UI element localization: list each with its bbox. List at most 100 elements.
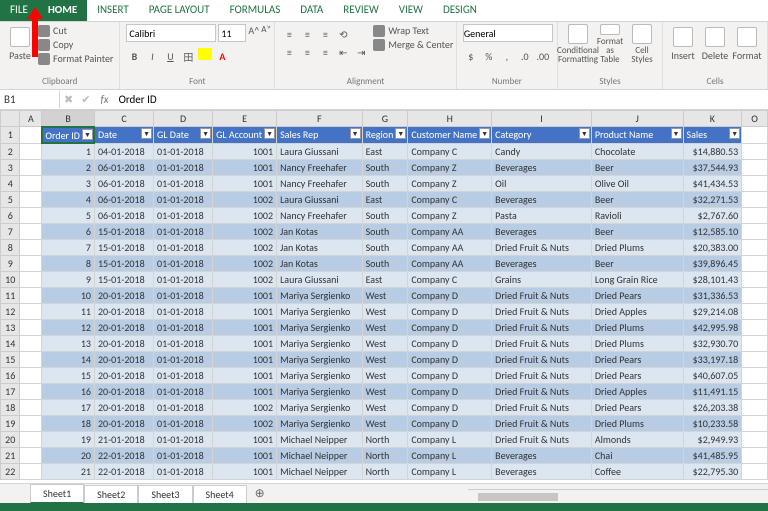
conditional-formatting-button[interactable]: Conditional Formatting: [564, 24, 592, 64]
filter-dropdown-icon[interactable]: ▼: [729, 128, 740, 139]
table-cell[interactable]: $39,896.45: [683, 255, 742, 271]
filter-dropdown-icon[interactable]: ▼: [350, 128, 361, 139]
table-cell[interactable]: 20-01-2018: [94, 399, 153, 415]
table-cell[interactable]: Mariya Sergienko: [277, 319, 362, 335]
table-cell[interactable]: 01-01-2018: [154, 239, 213, 255]
table-cell[interactable]: Chai: [591, 479, 683, 480]
row-header[interactable]: 15: [1, 351, 20, 367]
table-cell[interactable]: 01-01-2018: [154, 207, 213, 223]
cancel-formula-button[interactable]: ✖: [60, 93, 77, 106]
table-cell[interactable]: Dried Fruit & Nuts: [492, 351, 592, 367]
table-cell[interactable]: $2,949.93: [683, 431, 742, 447]
sheet-tab[interactable]: Sheet2: [84, 485, 138, 503]
table-cell[interactable]: Dried Fruit & Nuts: [492, 415, 592, 431]
table-cell[interactable]: 01-01-2018: [154, 143, 213, 159]
table-cell[interactable]: Beverages: [492, 159, 592, 175]
table-header-cell[interactable]: Product Name▼: [591, 127, 683, 144]
table-cell[interactable]: Dried Fruit & Nuts: [492, 383, 592, 399]
align-bottom-button[interactable]: ≡: [317, 26, 333, 42]
table-cell[interactable]: Dried Fruit & Nuts: [492, 335, 592, 351]
table-cell[interactable]: 20-01-2018: [94, 351, 153, 367]
row-header[interactable]: 13: [1, 319, 20, 335]
table-cell[interactable]: 01-01-2018: [154, 351, 213, 367]
table-cell[interactable]: East: [362, 271, 408, 287]
sheet-tab[interactable]: Sheet4: [193, 485, 247, 503]
table-cell[interactable]: 6: [42, 223, 95, 239]
table-cell[interactable]: 01-01-2018: [154, 159, 213, 175]
table-cell[interactable]: 01-01-2018: [154, 271, 213, 287]
table-cell[interactable]: Company Z: [408, 207, 492, 223]
table-cell[interactable]: 15-01-2018: [94, 271, 153, 287]
table-cell[interactable]: Beverages: [492, 447, 592, 463]
filter-dropdown-icon[interactable]: ▼: [200, 128, 211, 139]
table-header-cell[interactable]: Date▼: [94, 127, 153, 144]
table-cell[interactable]: 01-01-2018: [154, 191, 213, 207]
table-cell[interactable]: Nancy Freehafer: [277, 207, 362, 223]
table-cell[interactable]: $21,649.93: [683, 479, 742, 480]
grow-font-button[interactable]: A^: [248, 24, 259, 42]
row-header[interactable]: 2: [1, 143, 20, 159]
table-cell[interactable]: 4: [42, 191, 95, 207]
table-cell[interactable]: 1001: [213, 447, 277, 463]
table-cell[interactable]: Company L: [408, 447, 492, 463]
table-header-cell[interactable]: GL Date▼: [154, 127, 213, 144]
number-format-select[interactable]: [463, 24, 553, 42]
tab-page-layout[interactable]: PAGE LAYOUT: [139, 0, 220, 21]
row-header[interactable]: 3: [1, 159, 20, 175]
table-cell[interactable]: Company Z: [408, 175, 492, 191]
table-cell[interactable]: 1002: [213, 239, 277, 255]
table-cell[interactable]: Nancy Freehafer: [277, 159, 362, 175]
table-cell[interactable]: Company D: [408, 383, 492, 399]
table-cell[interactable]: 18: [42, 415, 95, 431]
table-cell[interactable]: Laura Giussani: [277, 191, 362, 207]
add-sheet-button[interactable]: ⊕: [251, 485, 269, 503]
row-header[interactable]: 20: [1, 431, 20, 447]
table-cell[interactable]: Ravioli: [591, 207, 683, 223]
table-cell[interactable]: 16: [42, 383, 95, 399]
table-header-cell[interactable]: Order ID▼: [42, 127, 95, 144]
table-cell[interactable]: 1001: [213, 159, 277, 175]
table-cell[interactable]: Beverages: [492, 191, 592, 207]
italic-button[interactable]: I: [144, 48, 160, 64]
row-header[interactable]: 1: [1, 127, 20, 144]
table-cell[interactable]: Dried Pears: [591, 351, 683, 367]
table-cell[interactable]: $31,336.53: [683, 287, 742, 303]
table-cell[interactable]: 5: [42, 207, 95, 223]
tab-review[interactable]: REVIEW: [333, 0, 389, 21]
filter-dropdown-icon[interactable]: ▼: [579, 128, 590, 139]
fill-color-button[interactable]: [198, 48, 212, 60]
table-cell[interactable]: Beer: [591, 159, 683, 175]
table-cell[interactable]: $20,383.00: [683, 239, 742, 255]
row-header[interactable]: 4: [1, 175, 20, 191]
table-cell[interactable]: $32,271.53: [683, 191, 742, 207]
comma-button[interactable]: ,: [499, 48, 515, 64]
table-cell[interactable]: 01-01-2018: [154, 255, 213, 271]
delete-cells-button[interactable]: Delete: [701, 24, 729, 64]
table-cell[interactable]: Beer: [591, 255, 683, 271]
tab-file[interactable]: FILE: [0, 0, 38, 21]
row-header[interactable]: 21: [1, 447, 20, 463]
table-cell[interactable]: Pasta: [492, 207, 592, 223]
table-cell[interactable]: $41,485.95: [683, 447, 742, 463]
table-cell[interactable]: Beer: [591, 223, 683, 239]
table-cell[interactable]: Dried Pears: [591, 399, 683, 415]
table-cell[interactable]: Almonds: [591, 431, 683, 447]
formula-input[interactable]: [115, 91, 768, 108]
column-header[interactable]: I: [492, 111, 592, 127]
table-cell[interactable]: 20-01-2018: [94, 367, 153, 383]
sheet-tab[interactable]: Sheet3: [138, 485, 192, 503]
table-cell[interactable]: Dried Fruit & Nuts: [492, 287, 592, 303]
table-cell[interactable]: Mariya Sergienko: [277, 383, 362, 399]
font-name-select[interactable]: [126, 24, 216, 42]
insert-cells-button[interactable]: Insert: [669, 24, 697, 64]
column-header[interactable]: C: [94, 111, 153, 127]
table-cell[interactable]: 01-01-2018: [154, 463, 213, 479]
table-cell[interactable]: Beverages: [492, 479, 592, 480]
table-cell[interactable]: 20-01-2018: [94, 415, 153, 431]
table-cell[interactable]: South: [362, 175, 408, 191]
table-cell[interactable]: 17: [42, 399, 95, 415]
wrap-text-button[interactable]: Wrap Text: [373, 24, 453, 37]
table-cell[interactable]: Laura Giussani: [277, 143, 362, 159]
indent-inc-button[interactable]: ⇥: [353, 44, 369, 60]
table-cell[interactable]: Chocolate: [591, 143, 683, 159]
